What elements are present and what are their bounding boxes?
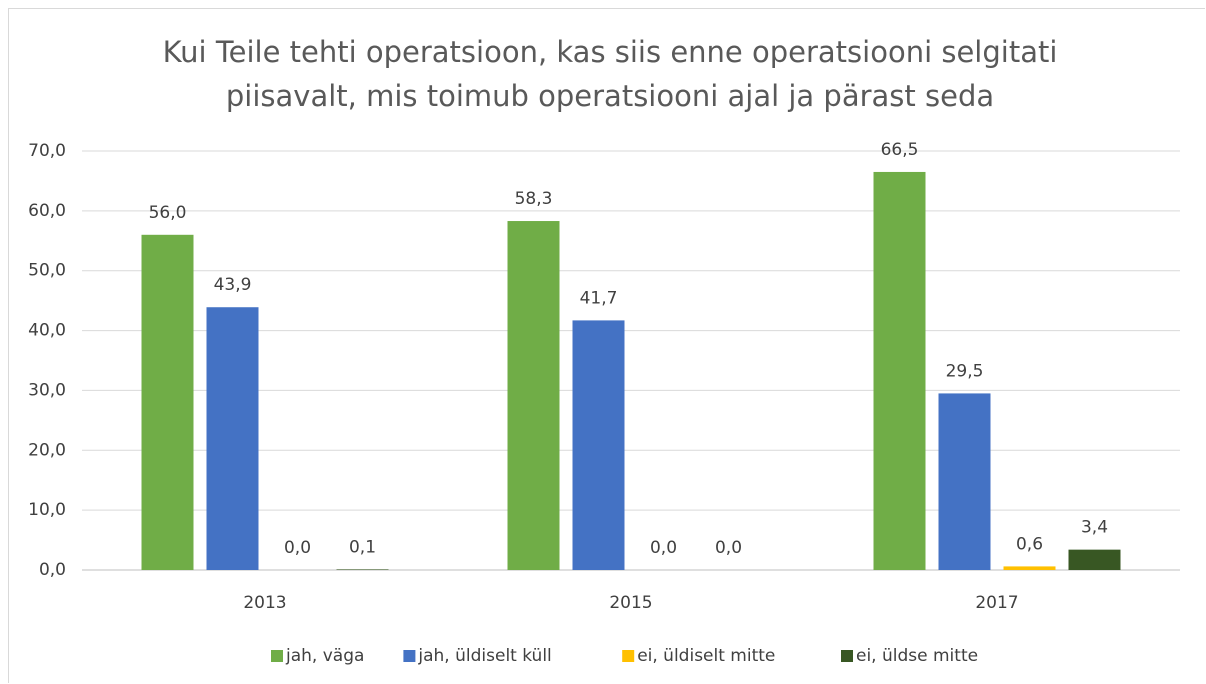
bar xyxy=(572,320,625,570)
value-label: 66,5 xyxy=(881,140,919,160)
y-tick-label: 40,0 xyxy=(28,321,66,341)
y-tick-label: 50,0 xyxy=(28,261,66,281)
legend-swatch xyxy=(271,650,283,662)
value-label: 0,1 xyxy=(349,537,376,557)
value-label: 58,3 xyxy=(515,189,553,209)
x-tick-label: 2017 xyxy=(975,593,1018,613)
legend-label: jah, üldiselt küll xyxy=(417,646,551,666)
chart-frame xyxy=(8,8,1205,683)
y-tick-label: 20,0 xyxy=(28,440,66,460)
bar xyxy=(507,221,560,571)
legend-swatch xyxy=(622,650,635,662)
x-tick-label: 2015 xyxy=(609,593,652,613)
value-label: 41,7 xyxy=(580,288,618,308)
x-tick-label: 2013 xyxy=(243,593,286,613)
bar xyxy=(873,171,926,570)
value-label: 0,0 xyxy=(715,538,742,558)
bar xyxy=(206,307,259,570)
value-label: 56,0 xyxy=(149,203,187,223)
value-label: 0,0 xyxy=(284,538,311,558)
chart-title: Kui Teile tehti operatsioon, kas siis en… xyxy=(162,35,1058,113)
y-tick-label: 10,0 xyxy=(28,500,66,520)
value-label: 29,5 xyxy=(946,361,984,381)
bar xyxy=(1068,549,1121,570)
value-label: 0,0 xyxy=(650,538,677,558)
y-tick-label: 70,0 xyxy=(28,141,66,161)
bar xyxy=(141,234,194,571)
bar xyxy=(1003,566,1056,570)
legend-swatch xyxy=(841,650,853,662)
y-tick-label: 30,0 xyxy=(28,380,66,400)
y-tick-label: 0,0 xyxy=(39,560,66,580)
legend-label: ei, üldiselt mitte xyxy=(637,646,775,666)
value-label: 43,9 xyxy=(214,275,252,295)
legend-label: jah, väga xyxy=(285,646,364,666)
value-label: 0,6 xyxy=(1016,534,1043,554)
value-label: 3,4 xyxy=(1081,518,1108,538)
y-tick-label: 60,0 xyxy=(28,201,66,221)
bar xyxy=(336,569,389,570)
bar xyxy=(938,393,991,570)
legend-label: ei, üldse mitte xyxy=(856,646,978,666)
legend-swatch xyxy=(403,650,416,662)
